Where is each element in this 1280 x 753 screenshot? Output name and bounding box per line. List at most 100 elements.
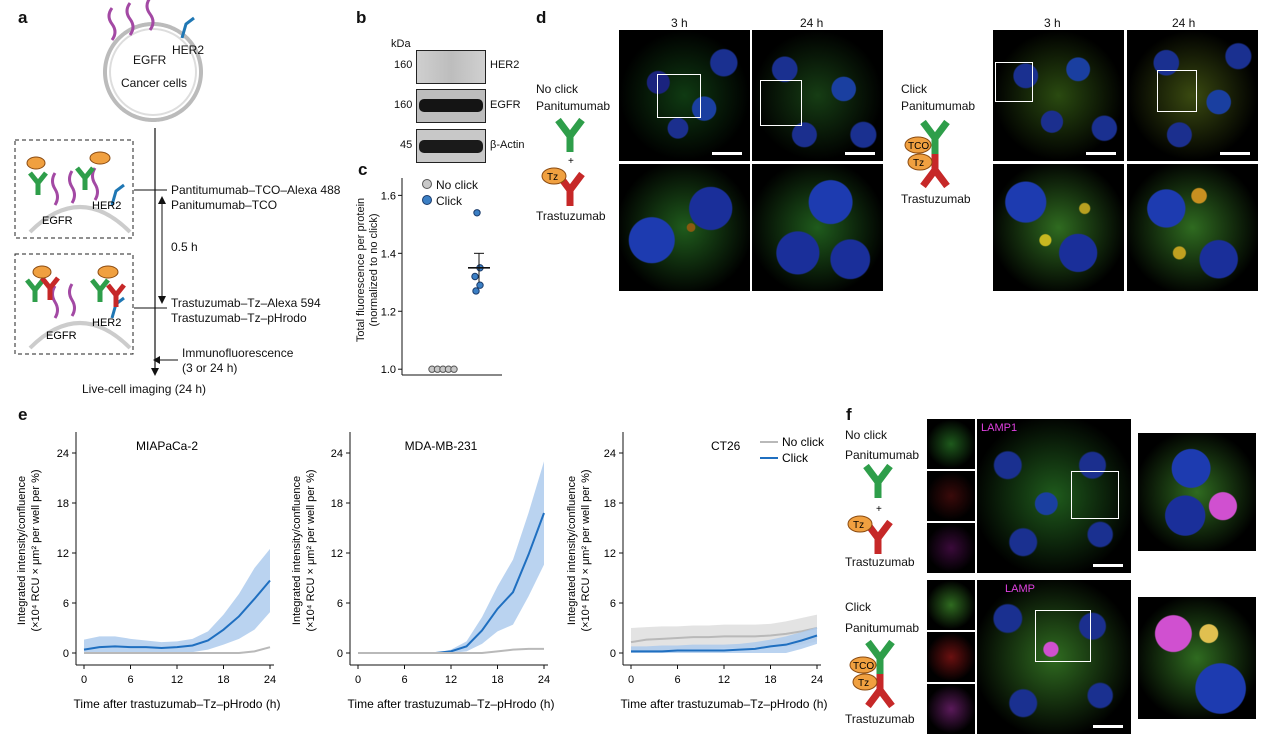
egfr-label-a1: EGFR <box>42 215 73 227</box>
c-click-point <box>473 209 481 217</box>
e-xtick-label: 0 <box>628 674 634 686</box>
e-ytick-label: 12 <box>604 548 616 560</box>
blot-name-3: β-Actin <box>490 139 525 151</box>
e-ytick-label: 18 <box>604 498 616 510</box>
step2-line2: Trastuzumab–Tz–pHrodo <box>171 311 307 325</box>
e-xtick-label: 6 <box>401 674 407 686</box>
f-click-antibody-icon: TCO Tz <box>849 639 895 709</box>
blot-name-2: EGFR <box>490 99 521 111</box>
e-xtick-label: 24 <box>811 674 823 686</box>
f-click-green-tile <box>927 580 975 630</box>
c-ytick-label: 1.2 <box>381 306 396 318</box>
micro-d-click-24h-zoom <box>1127 164 1258 291</box>
e-ytick-label: 0 <box>63 648 69 660</box>
micro-d-click-3h-zoom <box>993 164 1124 291</box>
e-line-click <box>631 634 818 653</box>
blot-kda-3: 45 <box>400 139 413 151</box>
e-plot-title: MIAPaCa-2 <box>136 439 198 453</box>
e-xtick-label: 6 <box>127 674 133 686</box>
e-ytick-label: 18 <box>331 498 343 510</box>
if-line2: (3 or 24 h) <box>182 361 238 375</box>
live-imaging-label: Live-cell imaging (24 h) <box>82 382 207 396</box>
e-plot-title: MDA-MB-231 <box>405 439 478 453</box>
f-noclick-zoom <box>1138 433 1256 551</box>
e-ylabel-line1: Integrated intensity/confluence <box>291 476 303 625</box>
c-click-point <box>476 281 484 289</box>
d-click-antibody-icon: TCO Tz <box>904 119 950 189</box>
c-ytick-label: 1.4 <box>381 248 396 260</box>
e-xtick-label: 6 <box>674 674 680 686</box>
e-xtick-label: 12 <box>718 674 730 686</box>
svg-text:TCO: TCO <box>853 661 874 672</box>
e-ylabel-line1: Integrated intensity/confluence <box>16 476 28 625</box>
panel-label-f: f <box>846 405 852 424</box>
e-ylabel-line1: Integrated intensity/confluence <box>566 476 578 625</box>
f-noclick-magenta-tile <box>927 523 975 573</box>
f-click-red-tile <box>927 632 975 682</box>
e-ylabel-line2: (×10⁴ RCU × μm² per well per %) <box>30 469 42 631</box>
if-line1: Immunofluorescence <box>182 346 294 360</box>
c-ytick-label: 1.0 <box>381 364 396 376</box>
micro-d-noclick-24h <box>752 30 883 161</box>
e-xlabel: Time after trastuzumab–Tz–pHrodo (h) <box>74 697 281 711</box>
e-xtick-label: 0 <box>81 674 87 686</box>
blot-kda-1: 160 <box>394 59 413 71</box>
e-ylabel: Integrated intensity/confluence (×10⁴ RCU… <box>566 469 592 631</box>
e-line-noclick <box>84 646 271 654</box>
f-noclick-green-tile <box>927 419 975 469</box>
e-xtick-label: 12 <box>171 674 183 686</box>
panel-label-b: b <box>356 8 367 27</box>
e-line-noclick <box>358 647 544 654</box>
e-ytick-label: 12 <box>57 548 69 560</box>
micro-d-click-24h <box>1127 30 1258 161</box>
e-xtick-label: 0 <box>355 674 361 686</box>
egfr-label-top: EGFR <box>133 53 167 67</box>
legend-click-marker-c <box>422 195 432 205</box>
panel-c-chart: 1.0 1.2 1.4 1.6 <box>381 178 502 376</box>
e-ytick-label: 18 <box>57 498 69 510</box>
e-xtick-label: 18 <box>491 674 503 686</box>
e-plot-title: CT26 <box>711 439 741 453</box>
her2-label-a2: HER2 <box>92 317 121 329</box>
e-legend-noclick: No click <box>782 435 825 449</box>
step1-line1: Pantitumumab–TCO–Alexa 488 <box>171 183 341 197</box>
e-legend-click: Click <box>782 451 809 465</box>
svg-text:Tz: Tz <box>858 678 869 689</box>
panel-a-schematic: EGFR HER2 EGFR HER2 <box>14 0 203 376</box>
kda-unit: kDa <box>391 38 411 50</box>
e-ylabel: Integrated intensity/confluence (×10⁴ RCU… <box>16 469 42 631</box>
panel-label-e: e <box>18 405 28 424</box>
e-ytick-label: 24 <box>57 448 69 460</box>
micro-d-noclick-24h-zoom <box>752 164 883 291</box>
legend-noclick-c: No click <box>436 178 479 192</box>
f-ab1-label: Panitumumab <box>845 448 920 462</box>
d-time-24h-b: 24 h <box>1172 16 1196 30</box>
blot-name-1: HER2 <box>490 59 520 71</box>
blot-actin <box>416 129 486 163</box>
d-time-3h-a: 3 h <box>671 16 688 30</box>
e-ytick-label: 6 <box>63 598 69 610</box>
e-xtick-label: 24 <box>264 674 276 686</box>
blot-egfr <box>416 89 486 123</box>
e-xlabel: Time after trastuzumab–Tz–pHrodo (h) <box>348 697 555 711</box>
e-ytick-label: 6 <box>610 598 616 610</box>
blot-kda-2: 160 <box>394 99 413 111</box>
egfr-label-a2: EGFR <box>46 330 77 342</box>
cancer-cells-label: Cancer cells <box>121 76 188 90</box>
panel-c-ylabel: Total fluorescence per protein (normalize… <box>355 197 380 343</box>
f-noclick-label: No click <box>845 428 888 442</box>
e-xlabel: Time after trastuzumab–Tz–pHrodo (h) <box>621 697 828 711</box>
e-ylabel: Integrated intensity/confluence (×10⁴ RCU… <box>291 469 317 631</box>
f-ab2-label: Trastuzumab <box>845 555 915 569</box>
svg-text:Tz: Tz <box>913 158 924 169</box>
blot-her2 <box>416 50 486 84</box>
f-click-ab2-label: Trastuzumab <box>845 712 915 726</box>
e-ylabel-line2: (×10⁴ RCU × μm² per well per %) <box>305 469 317 631</box>
e-xtick-label: 24 <box>538 674 550 686</box>
f-noclick-red-tile <box>927 471 975 521</box>
d-click-label: Click <box>901 82 927 96</box>
micro-d-noclick-3h <box>619 30 750 161</box>
f-noclick-merge: LAMP1 <box>977 419 1131 573</box>
e-line-noclick <box>630 627 818 644</box>
f-noclick-antibody-icon: + Tz <box>847 463 893 554</box>
